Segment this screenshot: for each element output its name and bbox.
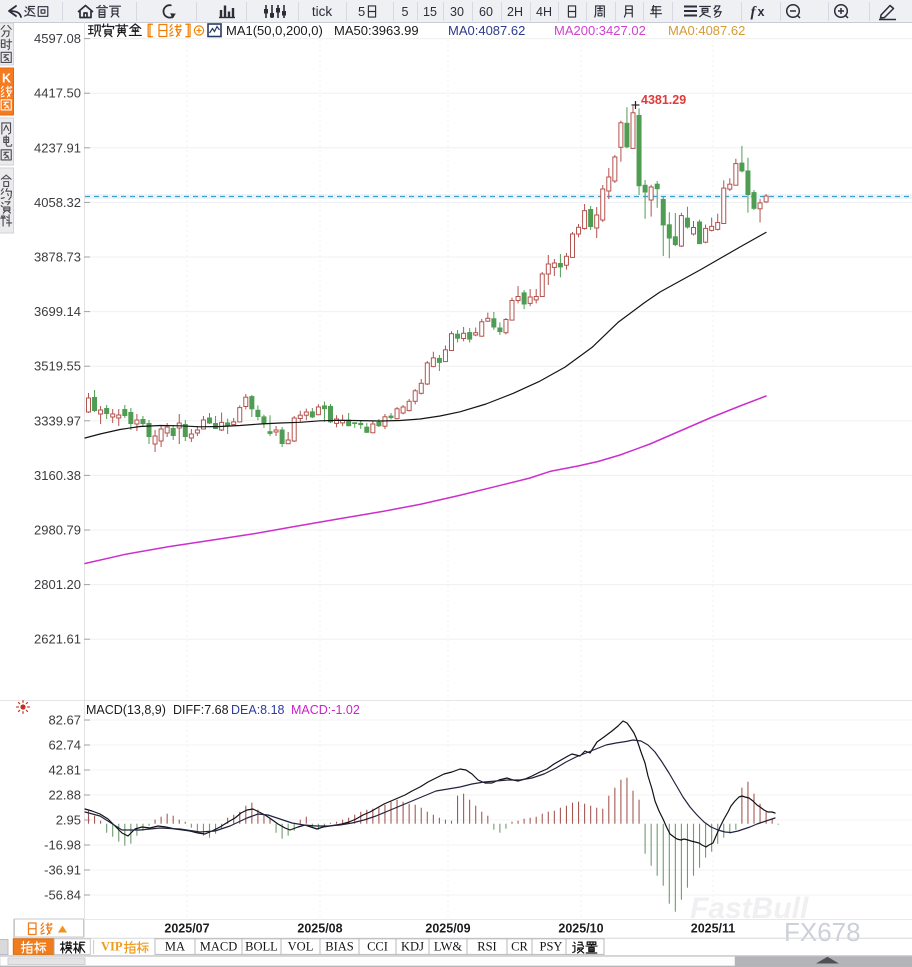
svg-text:2025/08: 2025/08 — [297, 922, 342, 936]
svg-text:4237.91: 4237.91 — [34, 140, 81, 155]
svg-text:tick: tick — [312, 4, 333, 19]
svg-text:5: 5 — [358, 4, 365, 19]
svg-text:2H: 2H — [507, 5, 523, 19]
svg-text:MA0:4087.62: MA0:4087.62 — [668, 23, 745, 38]
svg-text:22.88: 22.88 — [48, 788, 81, 803]
svg-text:BOLL: BOLL — [245, 940, 278, 954]
svg-text:DEA:8.18: DEA:8.18 — [231, 703, 285, 717]
svg-text:3878.73: 3878.73 — [34, 250, 81, 265]
svg-text:-36.91: -36.91 — [44, 863, 81, 878]
svg-text:60: 60 — [479, 5, 493, 19]
svg-text:PSY: PSY — [540, 940, 563, 954]
svg-text:2801.20: 2801.20 — [34, 577, 81, 592]
svg-text:MA200:3427.02: MA200:3427.02 — [554, 23, 646, 38]
svg-text:-16.98: -16.98 — [44, 838, 81, 853]
svg-text:3519.55: 3519.55 — [34, 359, 81, 374]
svg-text:MA1(50,0,200,0): MA1(50,0,200,0) — [226, 23, 323, 38]
svg-text:MA0:4087.62: MA0:4087.62 — [448, 23, 525, 38]
svg-text:2621.61: 2621.61 — [34, 632, 81, 647]
svg-text:CCI: CCI — [367, 940, 388, 954]
svg-text:2025/09: 2025/09 — [425, 922, 470, 936]
svg-text:BIAS: BIAS — [325, 940, 354, 954]
svg-text:VOL: VOL — [288, 940, 314, 954]
svg-text:DIFF:7.68: DIFF:7.68 — [173, 703, 229, 717]
svg-text:42.81: 42.81 — [48, 763, 81, 778]
svg-text:5: 5 — [402, 5, 409, 19]
svg-text:4H: 4H — [536, 5, 552, 19]
svg-text:LW&: LW& — [434, 940, 463, 954]
svg-text:2980.79: 2980.79 — [34, 523, 81, 538]
svg-text:2025/10: 2025/10 — [558, 922, 603, 936]
svg-text:RSI: RSI — [477, 940, 496, 954]
svg-text:2025/11: 2025/11 — [691, 922, 736, 936]
svg-text:30: 30 — [450, 5, 464, 19]
svg-text:4417.50: 4417.50 — [34, 86, 81, 101]
svg-text:MACD:-1.02: MACD:-1.02 — [291, 703, 360, 717]
svg-text:2025/07: 2025/07 — [164, 922, 209, 936]
svg-text:MA: MA — [165, 940, 185, 954]
svg-text:4597.08: 4597.08 — [34, 31, 81, 46]
svg-text:3699.14: 3699.14 — [34, 304, 81, 319]
svg-text:f: f — [751, 5, 758, 21]
svg-text:FX678: FX678 — [784, 917, 861, 947]
svg-text:KDJ: KDJ — [401, 940, 424, 954]
svg-text:MA50:3963.99: MA50:3963.99 — [334, 23, 419, 38]
svg-text:CR: CR — [511, 940, 528, 954]
svg-text:15: 15 — [423, 5, 437, 19]
svg-text:K: K — [2, 72, 11, 86]
svg-text:4058.32: 4058.32 — [34, 195, 81, 210]
svg-text:3160.38: 3160.38 — [34, 468, 81, 483]
svg-text:-56.84: -56.84 — [44, 888, 81, 903]
svg-text:MACD(13,8,9): MACD(13,8,9) — [86, 703, 166, 717]
svg-text:FastBull: FastBull — [690, 892, 809, 925]
svg-text:3339.97: 3339.97 — [34, 413, 81, 428]
svg-text:62.74: 62.74 — [48, 738, 81, 753]
svg-text:82.67: 82.67 — [48, 713, 81, 728]
svg-text:MACD: MACD — [200, 940, 238, 954]
svg-text:VIP: VIP — [101, 940, 123, 954]
svg-text:4381.29: 4381.29 — [641, 93, 686, 107]
svg-text:2.95: 2.95 — [56, 813, 81, 828]
svg-text:x: x — [758, 5, 765, 19]
